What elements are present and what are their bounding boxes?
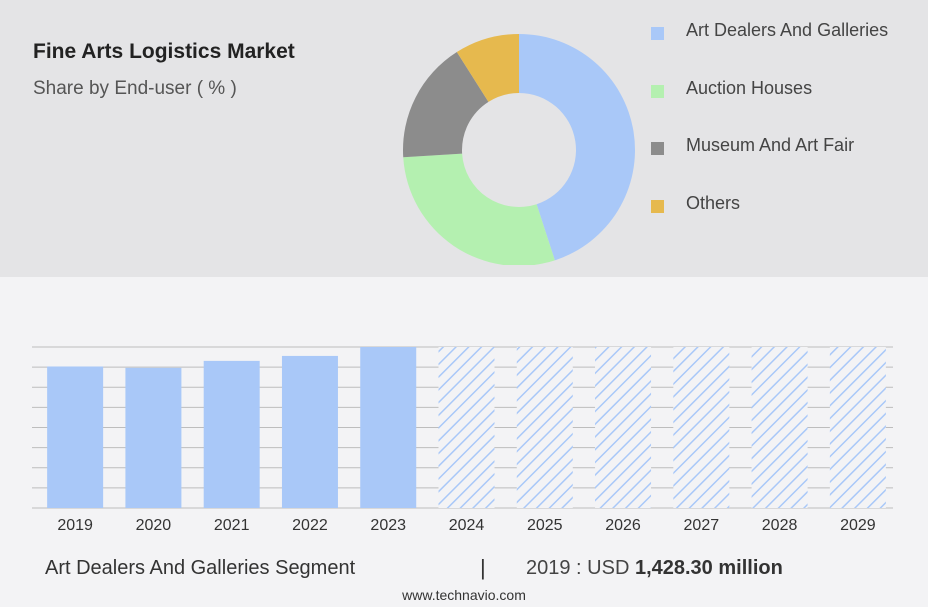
source-link[interactable]: www.technavio.com	[402, 587, 526, 603]
donut-chart	[403, 34, 635, 265]
footer-value-prefix: 2019 : USD	[526, 557, 630, 579]
x-tick-label: 2021	[214, 517, 250, 534]
footer-value-amount: 1,428.30 million	[634, 557, 783, 579]
bar-2021	[203, 360, 260, 508]
forecast-bar-2025	[516, 347, 573, 508]
chart-title: Fine Arts Logistics Market	[33, 40, 295, 63]
forecast-bar-2027	[673, 347, 730, 508]
legend-label: Museum And Art Fair	[686, 135, 855, 155]
bar-2020	[125, 367, 182, 508]
legend-swatch	[651, 142, 664, 155]
donut-slice-3	[456, 34, 519, 102]
legend-label: Art Dealers And Galleries	[686, 20, 889, 40]
legend-swatch	[651, 199, 664, 213]
forecast-bar-2024	[438, 347, 495, 508]
x-tick-label: 2025	[527, 517, 563, 534]
legend-label: Auction Houses	[686, 77, 813, 98]
footer-value: 2019 : USD 1,428.30 million	[526, 557, 783, 580]
x-tick-label: 2019	[57, 517, 93, 534]
donut-slice-1	[403, 153, 555, 265]
x-tick-label: 2022	[292, 517, 328, 534]
forecast-bar-2029	[829, 347, 886, 508]
footer-segment-label: Art Dealers And Galleries Segment	[45, 557, 356, 579]
bar-2023	[360, 347, 417, 508]
x-tick-label: 2020	[136, 517, 172, 534]
donut-slice-2	[403, 52, 489, 158]
legend-label: Others	[686, 192, 741, 213]
forecast-bar-2026	[595, 347, 652, 508]
bar-2022	[281, 355, 338, 508]
donut-slice-0	[519, 34, 635, 261]
chart-subtitle: Share by End-user ( % )	[33, 78, 237, 99]
legend-swatch	[651, 27, 664, 40]
x-tick-label: 2029	[840, 517, 876, 534]
x-tick-label: 2027	[684, 517, 720, 534]
x-tick-label: 2023	[370, 517, 406, 534]
x-tick-label: 2024	[449, 517, 485, 534]
forecast-bar-2028	[751, 347, 808, 508]
x-tick-label: 2026	[605, 517, 641, 534]
footer-separator: |	[480, 555, 486, 580]
legend-swatch	[651, 84, 664, 98]
bar-chart: 2019 2020 2021 2022 2023 2024 2025 2026 2027 2028…	[32, 346, 893, 534]
x-tick-label: 2028	[762, 517, 798, 534]
bar-2019	[47, 366, 104, 508]
